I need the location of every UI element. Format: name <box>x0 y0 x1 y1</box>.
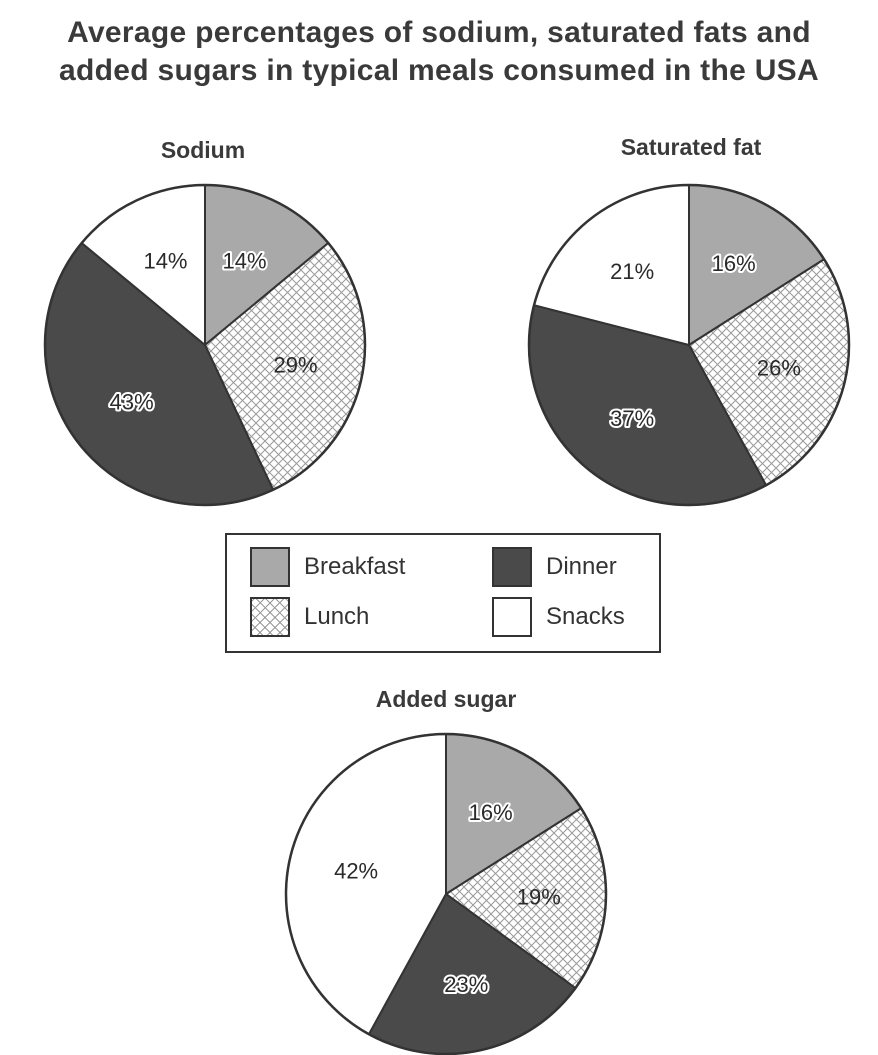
legend-label-snacks: Snacks <box>546 603 625 630</box>
pie-label-lunch: 26% <box>757 356 801 381</box>
pie-label-dinner: 23% <box>444 972 488 997</box>
pie-label-snacks: 21% <box>610 259 654 284</box>
main-title-line-1: Average percentages of sodium, saturated… <box>67 16 811 49</box>
legend: Breakfast Lunch Dinner Snacks <box>225 533 661 653</box>
pie-title-added-sugar: Added sugar <box>375 686 517 712</box>
legend-label-dinner: Dinner <box>546 553 617 580</box>
legend-swatch-breakfast <box>250 547 290 587</box>
pie-label-lunch: 19% <box>517 884 561 909</box>
pie-title-sodium: Sodium <box>160 137 246 163</box>
legend-swatch-dinner <box>492 547 532 587</box>
pie-chart-sodium: 14% 29% 43% 14% <box>43 183 367 507</box>
legend-item-breakfast: Breakfast <box>250 547 405 587</box>
pie-label-breakfast: 14% <box>222 249 266 274</box>
pie-label-breakfast: 16% <box>712 251 756 276</box>
pie-chart-saturated-fat: 16% 26% 37% 21% <box>527 183 851 507</box>
pie-label-snacks: 14% <box>143 249 187 274</box>
pie-label-snacks: 42% <box>334 858 378 883</box>
legend-item-snacks: Snacks <box>492 597 625 637</box>
legend-swatch-lunch <box>250 597 290 637</box>
legend-label-lunch: Lunch <box>304 603 370 630</box>
main-title-line-2: added sugars in typical meals consumed i… <box>59 54 819 87</box>
pie-outline <box>527 183 851 507</box>
pie-outline <box>43 183 367 507</box>
pie-chart-added-sugar: 16% 19% 23% 42% <box>284 732 608 1055</box>
pie-label-dinner: 43% <box>110 389 154 414</box>
legend-label-breakfast: Breakfast <box>304 553 406 580</box>
legend-swatch-snacks <box>492 597 532 637</box>
legend-item-lunch: Lunch <box>250 597 369 637</box>
pie-label-dinner: 37% <box>610 406 654 431</box>
pie-outline <box>284 732 608 1055</box>
pie-label-breakfast: 16% <box>469 800 513 825</box>
pie-label-lunch: 29% <box>274 353 318 378</box>
chart-main-title: Average percentages of sodium, saturated… <box>0 14 878 90</box>
legend-item-dinner: Dinner <box>492 547 617 587</box>
pie-title-saturated-fat: Saturated fat <box>620 134 762 160</box>
